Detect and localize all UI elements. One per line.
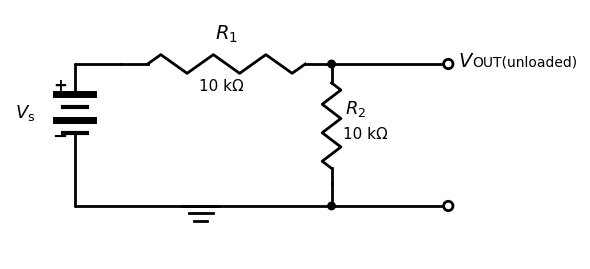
- Circle shape: [444, 59, 453, 69]
- Text: $R_2$: $R_2$: [345, 99, 366, 119]
- Text: $R_1$: $R_1$: [215, 24, 238, 45]
- Circle shape: [328, 60, 335, 68]
- Text: +: +: [53, 77, 67, 95]
- Text: −: −: [52, 128, 67, 146]
- Circle shape: [328, 202, 335, 210]
- Text: 10 kΩ: 10 kΩ: [343, 128, 388, 143]
- Text: $V_{\mathrm{s}}$: $V_{\mathrm{s}}$: [15, 104, 35, 123]
- Circle shape: [444, 201, 453, 211]
- Text: 10 kΩ: 10 kΩ: [199, 79, 244, 94]
- Text: $V$: $V$: [458, 53, 474, 71]
- Text: OUT(unloaded): OUT(unloaded): [473, 55, 578, 69]
